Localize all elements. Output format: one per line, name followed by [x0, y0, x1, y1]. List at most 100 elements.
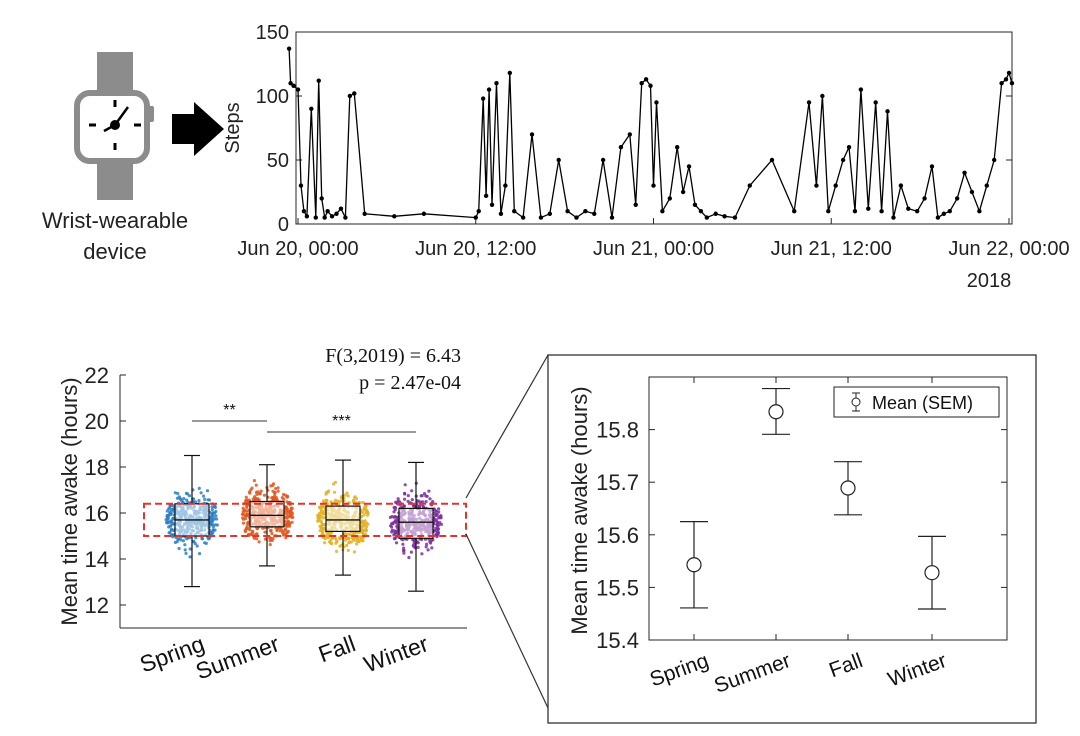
swarm-point — [268, 543, 272, 547]
swarm-point — [438, 516, 442, 520]
y-tick-label: 100 — [256, 86, 289, 108]
steps-point — [922, 196, 927, 201]
swarm-point — [194, 536, 198, 540]
x-tick-label: Fall — [315, 630, 359, 667]
y-tick-label: 50 — [267, 150, 289, 172]
legend-label: Mean (SEM) — [872, 393, 973, 413]
swarm-point — [281, 492, 286, 497]
swarm-point — [318, 505, 322, 509]
swarm-point — [285, 516, 289, 520]
swarm-point — [422, 492, 427, 496]
swarm-point — [244, 517, 248, 521]
steps-point — [692, 202, 698, 207]
swarm-point — [346, 494, 350, 498]
swarm-point — [403, 483, 407, 487]
swarm-point — [243, 529, 247, 534]
swarm-point — [185, 498, 189, 502]
steps-point — [547, 211, 553, 216]
swarm-point — [203, 497, 207, 501]
swarm-point — [393, 531, 397, 536]
y-tick-label: 16 — [85, 501, 109, 526]
steps-point — [906, 206, 911, 211]
swarm-point — [439, 522, 443, 527]
swarm-point — [395, 520, 399, 524]
x-tick-label: Summer — [711, 649, 793, 698]
steps-point — [392, 214, 397, 219]
steps-point — [954, 196, 960, 201]
y-tick-label: 12 — [85, 593, 109, 618]
steps-point — [826, 209, 831, 214]
swarm-point — [352, 550, 357, 554]
steps-point — [309, 106, 314, 112]
steps-point — [494, 81, 499, 86]
swarm-point — [289, 506, 293, 510]
swarm-point — [343, 493, 347, 497]
steps-point — [747, 183, 752, 188]
swarm-point — [254, 483, 258, 487]
swarm-point — [337, 536, 342, 540]
swarm-point — [356, 536, 360, 540]
swarm-point — [416, 499, 421, 503]
swarm-point — [275, 529, 279, 533]
swarm-point — [210, 517, 214, 521]
swarm-point — [366, 511, 370, 515]
swarm-point — [195, 544, 199, 548]
swarm-point — [276, 486, 280, 490]
swarm-point — [255, 537, 259, 541]
swarm-point — [259, 489, 263, 493]
swarm-point — [393, 506, 397, 510]
swarm-point — [409, 550, 413, 554]
legend-marker — [851, 397, 861, 407]
steps-point — [713, 211, 718, 216]
swarm-point — [407, 555, 411, 560]
swarm-point — [290, 520, 294, 524]
swarm-point — [435, 518, 439, 522]
steps-point — [935, 215, 941, 220]
steps-point — [846, 145, 852, 150]
swarm-point — [362, 522, 366, 527]
swarm-point — [406, 494, 410, 498]
steps-point — [421, 211, 427, 216]
legend-box — [833, 386, 1000, 418]
swarm-point — [176, 537, 180, 542]
steps-point — [866, 206, 871, 211]
steps-point — [941, 211, 947, 216]
watch-icon — [74, 52, 154, 200]
swarm-point — [420, 552, 424, 556]
swarm-point — [431, 538, 435, 542]
steps-point — [792, 209, 797, 214]
steps-point — [498, 211, 504, 216]
swarm-point — [403, 491, 407, 495]
swarm-point — [421, 505, 425, 509]
swarm-point — [364, 527, 368, 531]
swarm-point — [435, 524, 440, 528]
steps-point — [480, 96, 486, 101]
steps-point — [352, 91, 357, 96]
legend: Mean (SEM) — [833, 386, 1000, 418]
swarm-point — [213, 505, 217, 509]
swarm-point — [177, 546, 181, 551]
swarm-point — [434, 509, 438, 513]
swarm-point — [436, 527, 440, 531]
swarm-point — [402, 551, 406, 555]
steps-point — [820, 93, 825, 99]
swarm-point — [363, 507, 367, 511]
swarm-point — [241, 521, 246, 525]
y-axis-label: Mean time awake (hours) — [567, 386, 592, 634]
x-tick-label: Jun 22, 00:00 — [948, 238, 1069, 260]
swarm-point — [284, 531, 289, 536]
steps-point — [583, 209, 588, 214]
swarm-point — [360, 520, 364, 525]
swarm-point — [317, 516, 321, 520]
swarm-point — [199, 491, 203, 495]
steps-point — [1009, 81, 1015, 86]
swarm-point — [269, 484, 273, 488]
swarm-point — [179, 538, 183, 542]
swarm-point — [255, 492, 259, 496]
swarm-point — [332, 490, 337, 494]
steps-point — [304, 214, 310, 219]
swarm-point — [181, 539, 185, 543]
swarm-point — [332, 482, 336, 486]
swarm-point — [285, 521, 289, 525]
swarm-point — [283, 527, 288, 531]
